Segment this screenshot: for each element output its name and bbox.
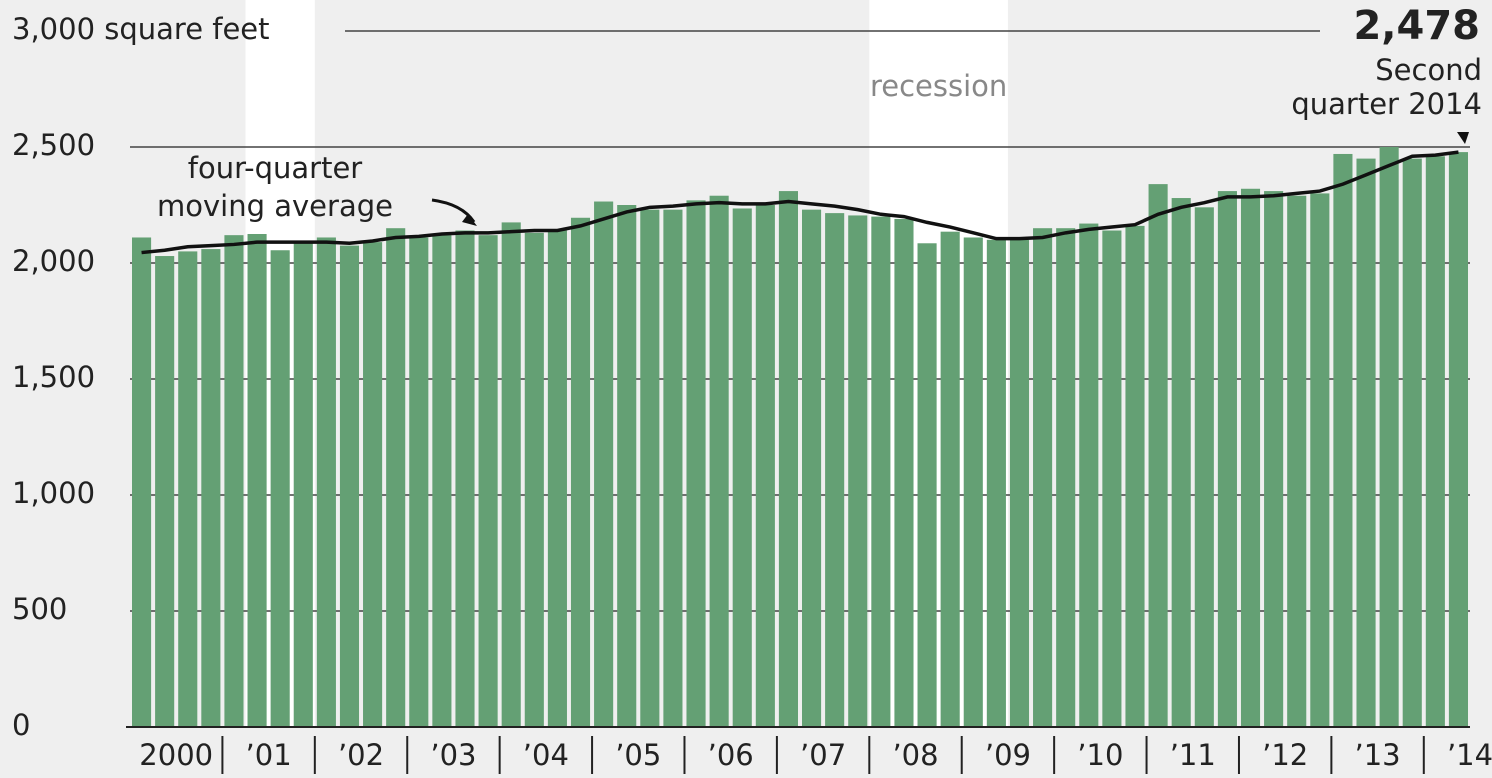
- bar: [640, 209, 660, 727]
- bar: [316, 237, 336, 728]
- bar: [1402, 158, 1422, 728]
- bar: [825, 213, 845, 727]
- ma-label: moving average: [157, 189, 393, 223]
- bar: [178, 251, 198, 727]
- bar: [1240, 188, 1261, 727]
- y-tick-label: 2,000: [12, 244, 95, 278]
- bar: [732, 208, 752, 728]
- moving-average-line: [141, 150, 1459, 255]
- y-tick-label: 3,000 square feet: [12, 12, 270, 46]
- bar: [1425, 156, 1445, 727]
- bar: [1310, 193, 1330, 727]
- bar: [848, 215, 868, 727]
- x-tick-label: ’10: [1077, 738, 1123, 772]
- bar: [201, 249, 221, 727]
- x-tick-label: ’03: [430, 738, 476, 772]
- annotation-text: Second: [1375, 53, 1482, 87]
- bar: [1264, 191, 1284, 727]
- x-tick-label: ’14: [1447, 738, 1492, 772]
- bar: [686, 200, 706, 728]
- bar: [709, 195, 729, 728]
- recession-label: recession: [870, 69, 1007, 103]
- bar: [1056, 228, 1076, 727]
- bar: [1009, 239, 1030, 728]
- bar: [363, 242, 383, 727]
- bar: [871, 216, 891, 727]
- bar: [524, 232, 544, 727]
- bar: [247, 234, 267, 727]
- bar: [270, 250, 290, 728]
- bar: [432, 235, 452, 727]
- bar: [940, 231, 960, 727]
- x-tick-label: ’08: [892, 738, 938, 772]
- x-tick-label: ’09: [985, 738, 1031, 772]
- bar: [755, 205, 775, 727]
- bar: [155, 256, 175, 727]
- annotation-text: quarter 2014: [1291, 87, 1482, 121]
- bar: [1079, 223, 1099, 727]
- ma-label: four-quarter: [188, 151, 363, 185]
- x-tick-label: 2000: [139, 738, 213, 772]
- recession-band: [869, 0, 1008, 727]
- bar: [1125, 225, 1145, 727]
- bar: [986, 239, 1006, 728]
- bar: [663, 209, 683, 727]
- bar: [1033, 228, 1053, 727]
- annotation-pointer: [1457, 132, 1469, 144]
- bar: [802, 209, 822, 727]
- bar: [1356, 158, 1376, 728]
- bar: [1287, 195, 1307, 728]
- x-tick-label: ’12: [1262, 738, 1308, 772]
- bar: [1217, 191, 1237, 727]
- bar: [1148, 184, 1168, 727]
- bar: [386, 228, 406, 727]
- bar: [455, 230, 475, 727]
- bar: [894, 218, 914, 728]
- annotation-arrowhead: [462, 214, 477, 226]
- x-tick-label: ’01: [246, 738, 292, 772]
- bar: [963, 237, 983, 728]
- x-tick-label: ’06: [708, 738, 754, 772]
- y-tick-label: 500: [12, 592, 67, 626]
- bar: [478, 235, 498, 727]
- x-tick-label: ’04: [523, 738, 569, 772]
- bar: [778, 191, 798, 727]
- y-tick-label: 1,000: [12, 476, 95, 510]
- x-tick-label: ’13: [1355, 738, 1401, 772]
- last-value-label: 2,478: [1353, 3, 1480, 49]
- bar: [409, 237, 429, 728]
- bar: [1102, 230, 1122, 727]
- bar: [1333, 153, 1353, 727]
- y-tick-label: 2,500: [12, 128, 95, 162]
- bar: [617, 205, 637, 727]
- bar: [570, 217, 591, 727]
- x-tick-label: ’11: [1170, 738, 1216, 772]
- bar: [1448, 152, 1468, 727]
- bar: [594, 201, 614, 727]
- x-tick-label: ’05: [615, 738, 661, 772]
- bar: [1194, 207, 1214, 727]
- bar: [293, 242, 313, 727]
- bar: [1171, 198, 1191, 728]
- bar: [339, 245, 360, 727]
- x-tick-label: ’07: [800, 738, 846, 772]
- bar: [917, 243, 937, 727]
- bar: [224, 235, 244, 727]
- y-tick-label: 1,500: [12, 360, 95, 394]
- y-tick-label: 0: [12, 708, 30, 742]
- x-tick-label: ’02: [338, 738, 384, 772]
- bar: [1379, 147, 1399, 727]
- bar: [132, 237, 152, 728]
- bar: [547, 230, 567, 727]
- bar: [501, 222, 521, 727]
